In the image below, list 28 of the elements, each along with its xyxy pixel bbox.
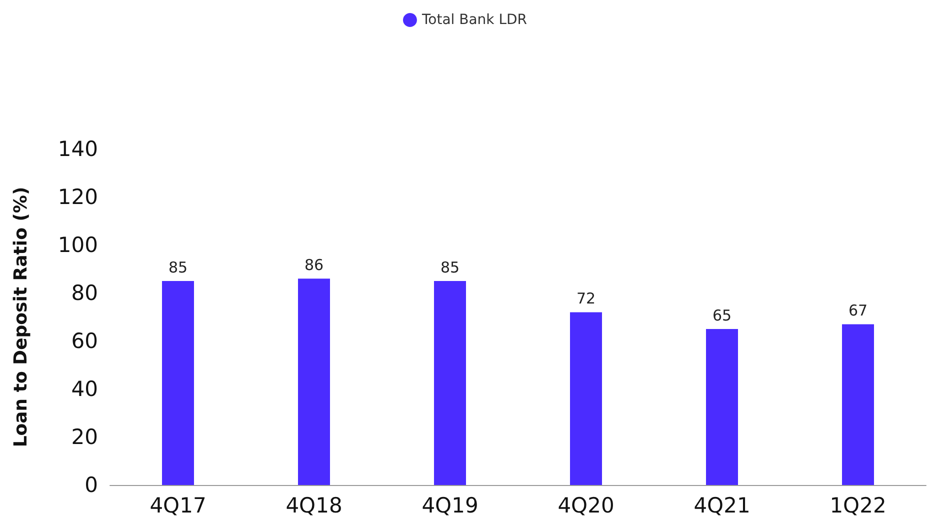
y-axis-title: Loan to Deposit Ratio (%)	[10, 186, 32, 448]
y-tick-label: 40	[71, 377, 98, 401]
y-tick-label: 20	[71, 425, 98, 449]
bar	[706, 329, 738, 485]
data-label: 67	[848, 302, 868, 320]
data-label: 85	[440, 258, 460, 276]
x-tick-label: 4Q17	[150, 494, 206, 518]
y-tick-label: 80	[71, 281, 98, 305]
x-tick-label: 4Q20	[558, 494, 614, 518]
y-tick-label: 0	[84, 473, 98, 497]
data-label: 65	[712, 306, 732, 324]
bar	[570, 312, 602, 485]
x-tick-label: 4Q19	[422, 494, 478, 518]
y-tick-label: 120	[58, 185, 98, 209]
bar	[162, 281, 194, 485]
y-tick-label: 60	[71, 329, 98, 353]
y-tick-label: 140	[58, 137, 98, 161]
data-label: 86	[304, 256, 324, 274]
bar	[842, 324, 874, 485]
x-tick-label: 4Q21	[694, 494, 750, 518]
bar	[434, 281, 466, 485]
y-tick-label: 100	[58, 233, 98, 257]
data-label: 85	[168, 258, 188, 276]
legend-label: Total Bank LDR	[420, 12, 528, 28]
bar	[298, 278, 330, 485]
data-label: 72	[576, 290, 596, 308]
x-tick-label: 4Q18	[286, 494, 342, 518]
x-tick-label: 1Q22	[830, 494, 886, 518]
